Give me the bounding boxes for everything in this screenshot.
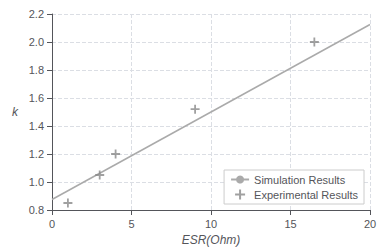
svg-text:ESR(Ohm): ESR(Ohm) <box>182 233 241 247</box>
svg-text:Experimental Results: Experimental Results <box>254 189 358 201</box>
svg-text:15: 15 <box>284 218 296 230</box>
svg-text:k: k <box>12 105 19 119</box>
svg-text:10: 10 <box>205 218 217 230</box>
svg-text:1.4: 1.4 <box>29 120 44 132</box>
svg-text:Simulation Results: Simulation Results <box>254 174 346 186</box>
svg-text:0.8: 0.8 <box>29 204 44 216</box>
svg-text:1.0: 1.0 <box>29 176 44 188</box>
svg-text:1.6: 1.6 <box>29 92 44 104</box>
svg-text:2.0: 2.0 <box>29 36 44 48</box>
svg-text:1.2: 1.2 <box>29 148 44 160</box>
svg-text:1.8: 1.8 <box>29 64 44 76</box>
svg-text:5: 5 <box>128 218 134 230</box>
svg-text:2.2: 2.2 <box>29 8 44 20</box>
svg-text:20: 20 <box>364 218 376 230</box>
svg-text:0: 0 <box>49 218 55 230</box>
